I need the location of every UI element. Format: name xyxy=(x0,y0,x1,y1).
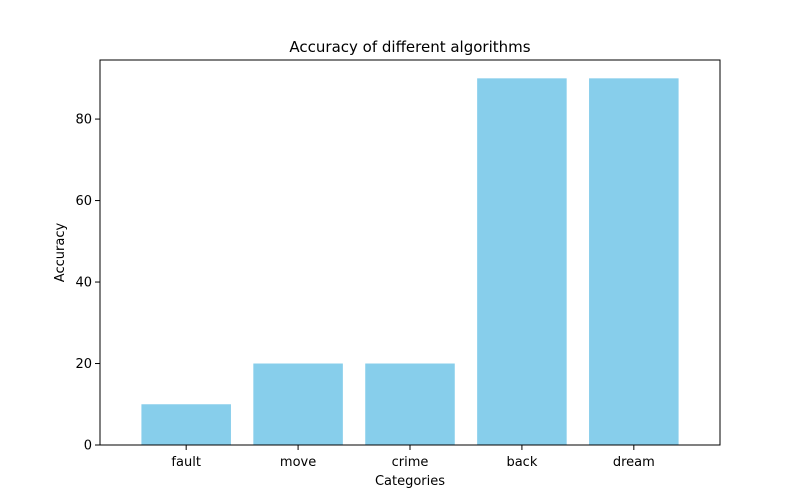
bar-move xyxy=(253,363,343,445)
bar-crime xyxy=(365,363,455,445)
y-tick-label-80: 80 xyxy=(75,113,92,128)
x-axis-label: Categories xyxy=(375,474,445,489)
y-axis: 0 20 40 60 80 xyxy=(75,113,100,454)
y-tick-label-60: 60 xyxy=(75,194,92,209)
chart-title: Accuracy of different algorithms xyxy=(289,38,530,56)
bar-back xyxy=(477,78,567,445)
x-tick-label-back: back xyxy=(506,455,537,470)
bar-fault xyxy=(141,404,231,445)
y-tick-label-20: 20 xyxy=(75,357,92,372)
x-tick-label-crime: crime xyxy=(392,455,429,470)
x-axis: fault move crime back dream xyxy=(171,445,655,470)
bar-dream xyxy=(589,78,679,445)
x-tick-label-dream: dream xyxy=(613,455,655,470)
bars-group xyxy=(141,78,679,445)
y-tick-label-0: 0 xyxy=(84,439,92,454)
x-tick-label-fault: fault xyxy=(171,455,201,470)
x-tick-label-move: move xyxy=(280,455,316,470)
y-tick-label-40: 40 xyxy=(75,276,92,291)
y-axis-label: Accuracy xyxy=(53,223,68,283)
